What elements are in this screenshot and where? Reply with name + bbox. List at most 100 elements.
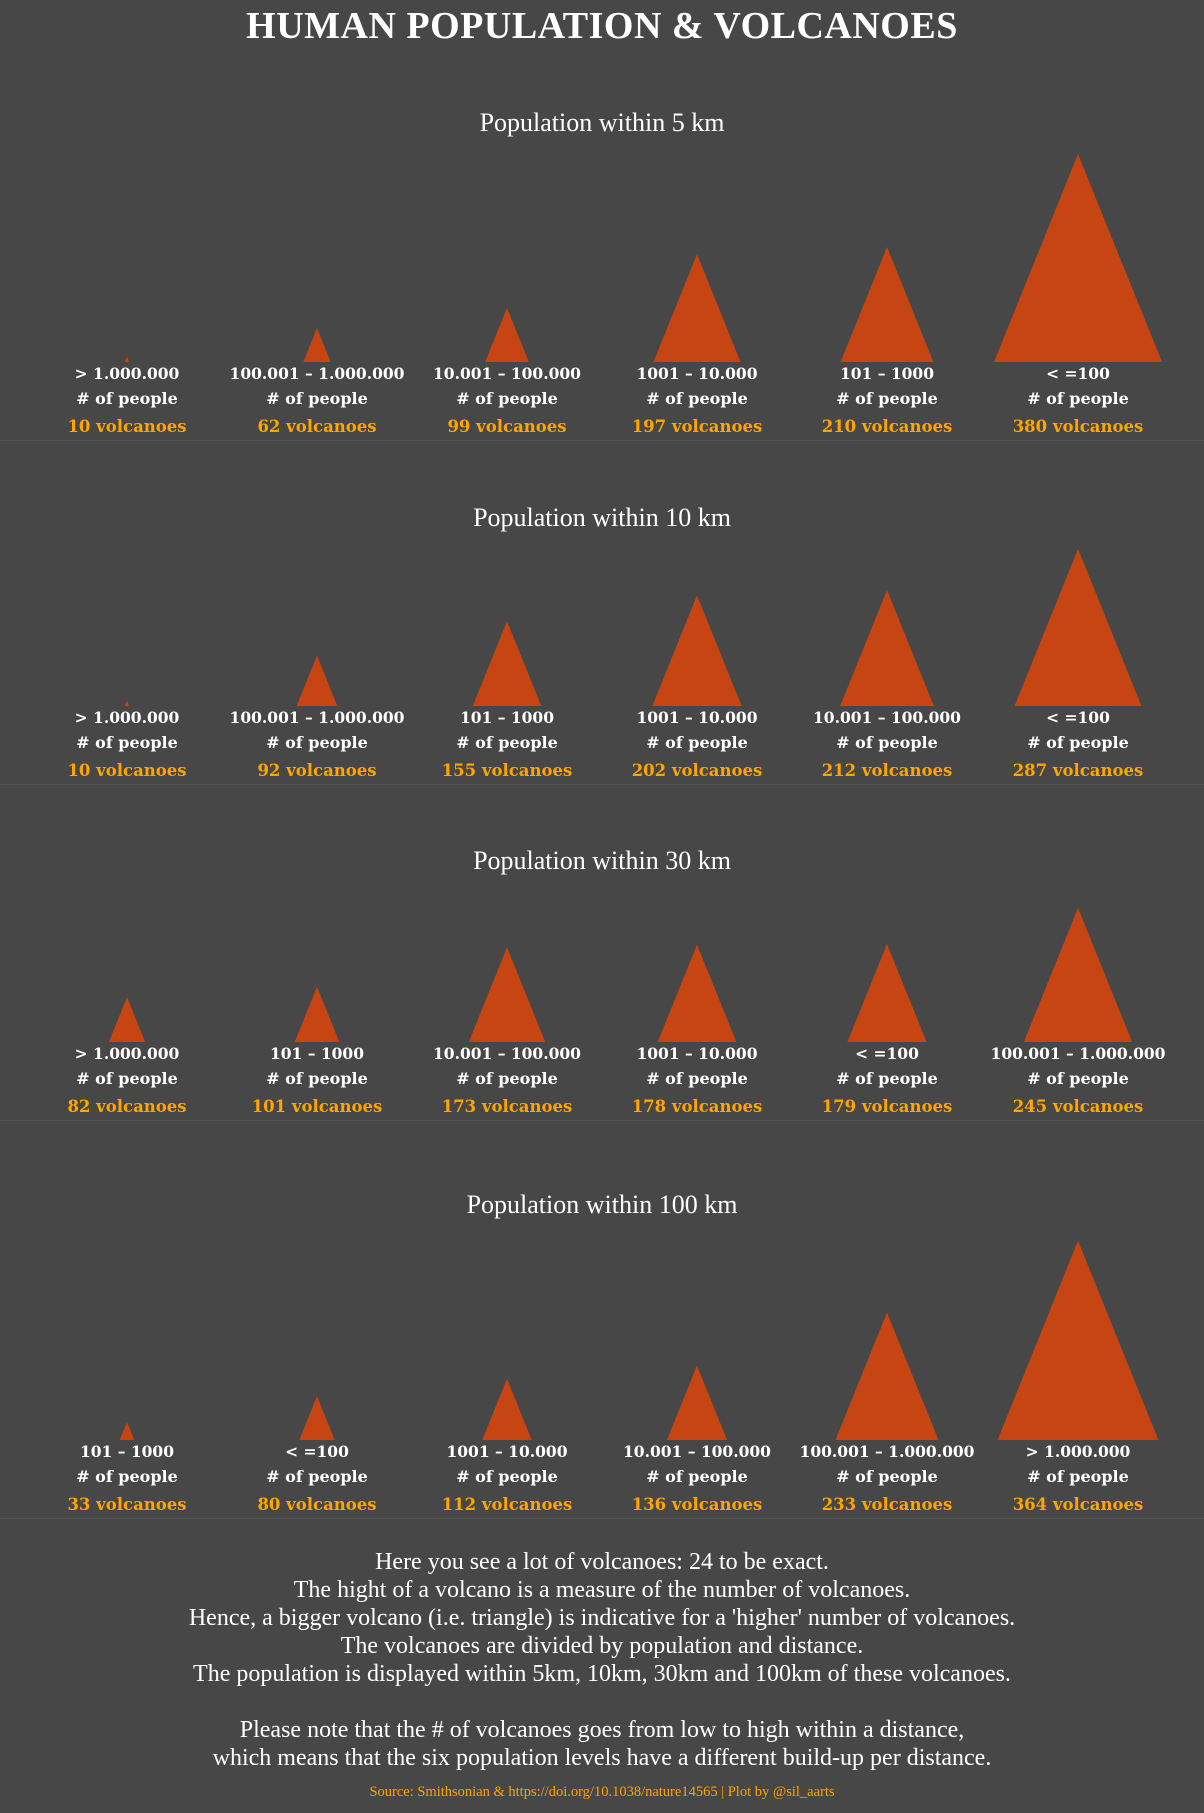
- volcano-count-label: 136 volcanoes: [631, 1495, 763, 1514]
- population-range-label: 100.001 – 1.000.000: [229, 708, 405, 727]
- volcano-triangle: [303, 328, 331, 362]
- volcano-triangle: [835, 1312, 939, 1440]
- population-range-label: 101 – 1000: [269, 1044, 365, 1063]
- explanation-line: The hight of a volcano is a measure of t…: [293, 1577, 911, 1603]
- volcano-count-label: 173 volcanoes: [441, 1097, 573, 1116]
- people-label: # of people: [266, 1069, 368, 1088]
- page-title: HUMAN POPULATION & VOLCANOES: [246, 5, 958, 47]
- volcano-label-group: 100.001 – 1.000.000 # of people 245 volcan…: [983, 1044, 1173, 1116]
- volcano-label-group: 101 – 1000 # of people 33 volcanoes: [32, 1442, 222, 1514]
- panel-divider: [0, 1120, 1204, 1121]
- volcano-triangle: [994, 154, 1162, 362]
- people-label: # of people: [76, 733, 178, 752]
- population-range-label: < =100: [285, 1442, 349, 1461]
- volcano-count-label: 380 volcanoes: [1012, 417, 1144, 436]
- volcano-label-group: > 1.000.000 # of people 10 volcanoes: [32, 708, 222, 780]
- volcano-triangle: [840, 589, 934, 706]
- explanation-line: Hence, a bigger volcano (i.e. triangle) …: [188, 1605, 1016, 1631]
- volcano-label-group: < =100 # of people 287 volcanoes: [983, 708, 1173, 780]
- volcano-triangles: [108, 907, 1133, 1042]
- population-range-label: 100.001 – 1.000.000: [799, 1442, 975, 1461]
- volcano-triangle: [482, 1378, 532, 1440]
- volcano-label-group: 100.001 – 1.000.000 # of people 92 volcano…: [222, 708, 412, 780]
- volcano-triangle: [652, 595, 742, 706]
- chart-title: Population within 10 km: [473, 503, 731, 532]
- volcano-label-group: > 1.000.000 # of people 364 volcanoes: [983, 1442, 1173, 1514]
- people-label: # of people: [456, 1069, 558, 1088]
- people-label: # of people: [1027, 733, 1129, 752]
- population-range-label: 101 – 1000: [459, 708, 555, 727]
- population-range-label: 1001 – 10.000: [446, 1442, 568, 1461]
- volcano-count-label: 62 volcanoes: [257, 417, 377, 436]
- population-range-label: > 1.000.000: [74, 364, 180, 383]
- people-label: # of people: [1027, 1069, 1129, 1088]
- population-range-label: 1001 – 10.000: [636, 708, 758, 727]
- volcano-triangle: [119, 1421, 135, 1440]
- people-label: # of people: [266, 1467, 368, 1486]
- volcano-label-group: 1001 – 10.000 # of people 178 volcanoes: [602, 1044, 792, 1116]
- population-range-label: > 1.000.000: [74, 708, 180, 727]
- people-label: # of people: [836, 1467, 938, 1486]
- note-line: Please note that the # of volcanoes goes…: [239, 1717, 965, 1743]
- population-range-label: < =100: [855, 1044, 919, 1063]
- people-label: # of people: [76, 1069, 178, 1088]
- volcano-label-group: 1001 – 10.000 # of people 197 volcanoes: [602, 364, 792, 436]
- population-range-label: > 1.000.000: [74, 1044, 180, 1063]
- volcano-triangle: [653, 254, 741, 362]
- volcano-triangle: [468, 947, 546, 1042]
- volcano-count-label: 233 volcanoes: [821, 1495, 953, 1514]
- volcano-triangle: [299, 1396, 335, 1440]
- volcano-label-group: > 1.000.000 # of people 10 volcanoes: [32, 364, 222, 436]
- volcano-label-group: < =100 # of people 179 volcanoes: [792, 1044, 982, 1116]
- volcano-label-group: 10.001 – 100.000 # of people 99 volcanoes: [412, 364, 602, 436]
- volcano-count-label: 80 volcanoes: [257, 1495, 377, 1514]
- volcano-label-group: 100.001 – 1.000.000 # of people 233 volcan…: [792, 1442, 982, 1514]
- people-label: # of people: [646, 389, 748, 408]
- volcano-triangle: [666, 1365, 728, 1440]
- volcano-count-label: 82 volcanoes: [67, 1097, 187, 1116]
- population-range-label: 10.001 – 100.000: [433, 364, 581, 383]
- population-range-label: 101 – 1000: [79, 1442, 175, 1461]
- population-range-label: > 1.000.000: [1025, 1442, 1131, 1461]
- population-range-label: 100.001 – 1.000.000: [990, 1044, 1166, 1063]
- volcano-triangle: [294, 986, 340, 1042]
- volcano-triangle: [124, 356, 130, 362]
- volcano-label-group: < =100 # of people 80 volcanoes: [222, 1442, 412, 1514]
- volcano-label-group: > 1.000.000 # of people 82 volcanoes: [32, 1044, 222, 1116]
- volcano-triangles: [124, 154, 1162, 362]
- volcano-label-group: 10.001 – 100.000 # of people 136 volcanoes: [602, 1442, 792, 1514]
- volcano-label-group: 101 – 1000 # of people 101 volcanoes: [222, 1044, 412, 1116]
- people-label: # of people: [836, 733, 938, 752]
- people-label: # of people: [646, 733, 748, 752]
- volcano-count-label: 33 volcanoes: [67, 1495, 187, 1514]
- volcano-triangle: [1014, 548, 1142, 706]
- chart-title: Population within 100 km: [466, 1190, 738, 1219]
- volcano-count-label: 155 volcanoes: [441, 761, 573, 780]
- panel-divider: [0, 1518, 1204, 1519]
- volcano-triangle: [997, 1240, 1159, 1440]
- volcano-count-label: 92 volcanoes: [257, 761, 377, 780]
- people-label: # of people: [266, 733, 368, 752]
- volcano-triangle: [124, 700, 130, 706]
- population-range-label: 1001 – 10.000: [636, 1044, 758, 1063]
- volcano-count-label: 364 volcanoes: [1012, 1495, 1144, 1514]
- volcano-count-label: 101 volcanoes: [251, 1097, 383, 1116]
- population-range-label: < =100: [1046, 708, 1110, 727]
- volcano-triangle: [472, 621, 542, 706]
- volcano-label-group: 10.001 – 100.000 # of people 173 volcanoes: [412, 1044, 602, 1116]
- volcano-label-group: 101 – 1000 # of people 210 volcanoes: [792, 364, 982, 436]
- volcano-label-group: 100.001 – 1.000.000 # of people 62 volcano…: [222, 364, 412, 436]
- people-label: # of people: [456, 389, 558, 408]
- volcano-triangles: [119, 1240, 1159, 1440]
- volcano-count-label: 10 volcanoes: [67, 761, 187, 780]
- volcano-label-group: < =100 # of people 380 volcanoes: [983, 364, 1173, 436]
- population-range-label: 10.001 – 100.000: [813, 708, 961, 727]
- panel-divider: [0, 784, 1204, 785]
- people-label: # of people: [836, 1069, 938, 1088]
- volcano-label-group: 1001 – 10.000 # of people 112 volcanoes: [412, 1442, 602, 1514]
- people-label: # of people: [646, 1069, 748, 1088]
- people-label: # of people: [836, 389, 938, 408]
- volcano-triangle: [108, 997, 146, 1042]
- volcano-triangles: [124, 548, 1142, 706]
- volcano-count-label: 99 volcanoes: [447, 417, 567, 436]
